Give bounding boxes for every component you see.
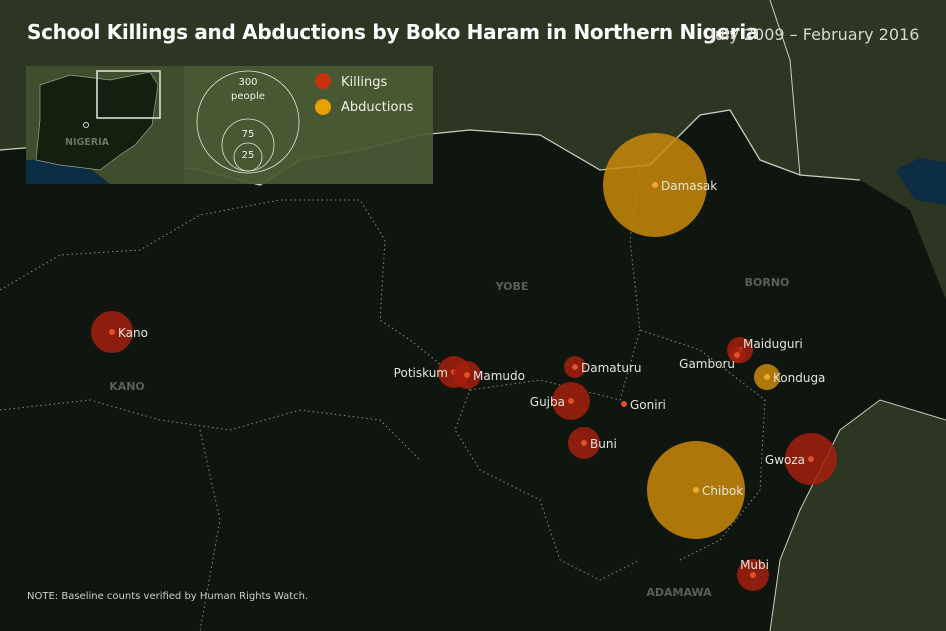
inset-label: NIGERIA [65,137,110,148]
dot-mamudo [464,372,470,378]
region-label-yobe: YOBE [495,280,529,293]
dot-damaturu [572,364,578,370]
place-label-kano: Kano [118,326,148,340]
place-label-maiduguri: Maiduguri [743,337,803,351]
capital-icon [83,122,89,128]
place-label-goniri: Goniri [630,398,666,412]
place-label-damaturu: Damaturu [581,361,642,375]
legend-panel: NIGERIA 300 people 75 25 Killings Abduct… [26,66,433,184]
region-label-borno: BORNO [745,276,790,289]
map-subtitle: July 2009 – February 2016 [710,25,920,44]
place-label-damasak: Damasak [661,179,717,193]
map-title: School Killings and Abductions by Boko H… [27,20,760,44]
note-label: NOTE: [27,591,59,602]
inset-focus-box [96,70,161,119]
size-legend [196,70,300,174]
dot-buni [581,440,587,446]
footnote: NOTE: Baseline counts verified by Human … [27,591,308,602]
place-label-konduga: Konduga [773,371,825,385]
size-legend-25: 25 [242,150,255,161]
dot-goniri [621,401,627,407]
inset-nigeria-shape [35,71,159,171]
place-label-gujba: Gujba [530,395,565,409]
abductions-swatch [315,99,331,115]
place-label-gwoza: Gwoza [765,453,805,467]
dot-chibok [693,487,699,493]
place-label-mubi: Mubi [740,558,769,572]
killings-swatch [315,73,331,89]
dot-gamboru [734,352,740,358]
place-label-potiskum: Potiskum [394,366,448,380]
inset-ocean [26,158,110,184]
dot-mubi [750,572,756,578]
state-borders [0,169,766,631]
dot-gujba [568,398,574,404]
region-label-kano: KANO [109,380,145,393]
region-label-adamawa: ADAMAWA [646,586,712,599]
note-text: Baseline counts verified by Human Rights… [61,591,309,602]
place-label-buni: Buni [590,437,617,451]
dot-damasak [652,182,658,188]
size-legend-75: 75 [242,129,255,140]
place-label-chibok: Chibok [702,484,743,498]
lake-chad [895,158,946,205]
legend-killings: Killings [341,75,387,90]
size-legend-300: 300 [238,77,257,88]
place-label-gamboru: Gamboru [679,357,735,371]
legend-abductions: Abductions [341,100,414,115]
place-label-mamudo: Mamudo [473,369,525,383]
dot-konduga [764,374,770,380]
dot-gwoza [808,456,814,462]
size-legend-unit: people [231,91,265,102]
dot-kano [109,329,115,335]
